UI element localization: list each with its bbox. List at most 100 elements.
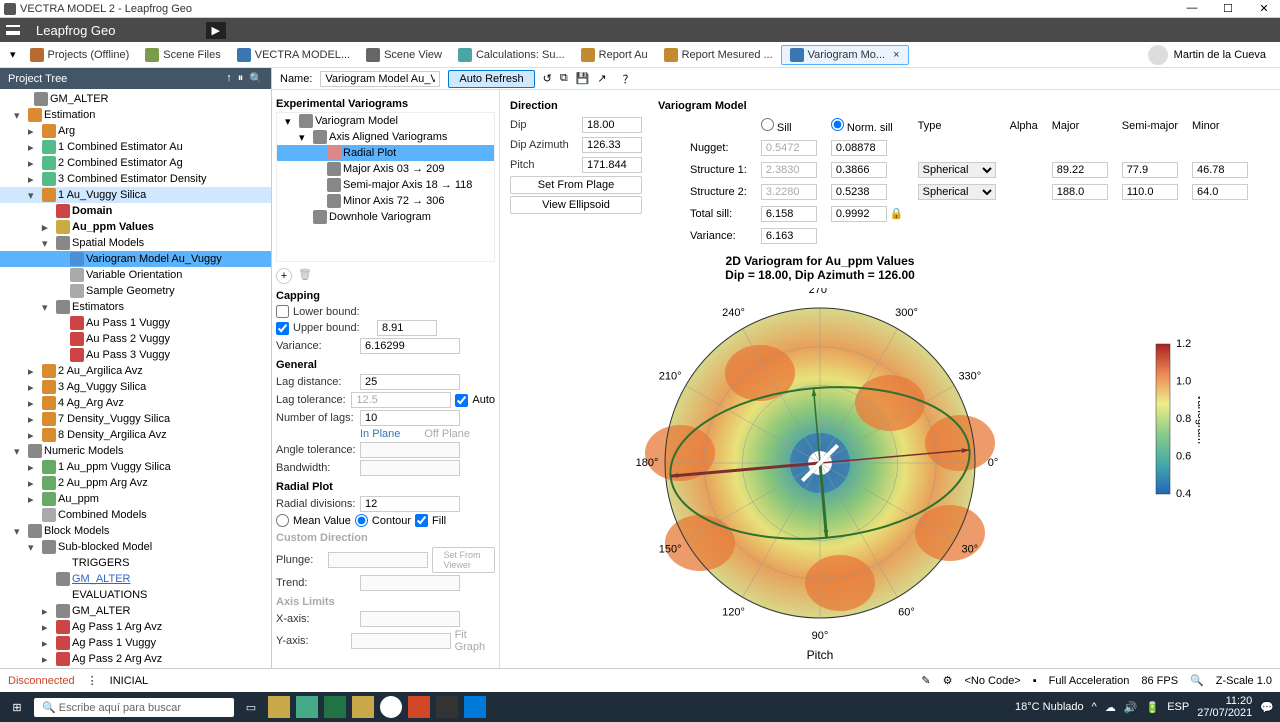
tree-item[interactable]: ▸1 Combined Estimator Au (0, 139, 271, 155)
tree-item[interactable]: Variable Orientation (0, 267, 271, 283)
auto-check[interactable] (455, 394, 468, 407)
tree-item[interactable]: ▾Block Models (0, 523, 271, 539)
num-lags-input[interactable] (360, 410, 460, 426)
delete-icon[interactable]: 🗑 (298, 268, 312, 284)
contour-radio[interactable] (355, 514, 368, 527)
tree-item[interactable]: ▾1 Au_Vuggy Silica (0, 187, 271, 203)
subtree-item[interactable]: Major Axis 03 → 209 (277, 161, 494, 177)
tree-item[interactable]: GM_ALTER (0, 91, 271, 107)
powerpoint-icon[interactable] (408, 696, 430, 718)
tree-item[interactable]: ▸Au_ppm Values (0, 219, 271, 235)
tree-item[interactable]: Au Pass 1 Vuggy (0, 315, 271, 331)
tree-item[interactable]: ▸4 Ag_Arg Avz (0, 395, 271, 411)
upper-bound-check[interactable] (276, 322, 289, 335)
tree-item[interactable]: EVALUATIONS (0, 587, 271, 603)
tree-item[interactable]: ▾Sub-blocked Model (0, 539, 271, 555)
subtree-item[interactable]: Downhole Variogram (277, 209, 494, 225)
menu-icon[interactable] (6, 25, 20, 35)
dip-az-input[interactable] (582, 137, 642, 153)
tree-item[interactable]: Domain (0, 203, 271, 219)
settings-icon[interactable] (464, 696, 486, 718)
tab-report-au[interactable]: Report Au (573, 45, 656, 65)
task-view-icon[interactable]: ▭ (240, 696, 262, 718)
tree-item[interactable]: Au Pass 3 Vuggy (0, 347, 271, 363)
weather[interactable]: 18°C Nublado (1015, 701, 1084, 713)
tree-item[interactable]: ▸7 Density_Vuggy Silica (0, 411, 271, 427)
export-icon[interactable]: ↗ (597, 72, 606, 85)
meanvalue-radio[interactable] (276, 514, 289, 527)
tab-vectra-model-[interactable]: VECTRA MODEL... (229, 45, 358, 65)
up-icon[interactable]: ↑ (226, 72, 232, 85)
tab-projects-offline-[interactable]: Projects (Offline) (22, 45, 138, 65)
save-icon[interactable]: 💾 (576, 72, 590, 85)
folder-icon[interactable] (352, 696, 374, 718)
project-tree[interactable]: GM_ALTER▾Estimation▸Arg▸1 Combined Estim… (0, 89, 271, 668)
offplane-tab[interactable]: Off Plane (424, 428, 470, 440)
fill-check[interactable] (415, 514, 428, 527)
variogram-subtree[interactable]: ▾Variogram Model▾Axis Aligned Variograms… (276, 112, 495, 262)
tab-scene-files[interactable]: Scene Files (137, 45, 228, 65)
autorefresh-button[interactable]: Auto Refresh (448, 70, 534, 88)
tab-scene-view[interactable]: Scene View (358, 45, 450, 65)
tree-item[interactable]: ▸3 Combined Estimator Density (0, 171, 271, 187)
tree-item[interactable]: ▾Numeric Models (0, 443, 271, 459)
tree-item[interactable]: ▸Arg (0, 123, 271, 139)
upper-bound-input[interactable] (377, 320, 437, 336)
maximize-button[interactable]: ☐ (1216, 2, 1240, 15)
app-icon-2[interactable] (436, 696, 458, 718)
subtree-item[interactable]: ▾Axis Aligned Variograms (277, 129, 494, 145)
radial-div-input[interactable] (360, 496, 460, 512)
dip-input[interactable] (582, 117, 642, 133)
undo-icon[interactable]: ↺ (543, 72, 552, 85)
tree-item[interactable]: ▸Ag Pass 1 Vuggy (0, 635, 271, 651)
tree-item[interactable]: Variogram Model Au_Vuggy (0, 251, 271, 267)
add-icon[interactable]: + (276, 268, 292, 284)
name-input[interactable] (320, 71, 440, 87)
tree-item[interactable]: ▸3 Ag_Vuggy Silica (0, 379, 271, 395)
minimize-button[interactable]: — (1180, 2, 1204, 15)
app-icon-1[interactable] (296, 696, 318, 718)
tree-item[interactable]: Combined Models (0, 507, 271, 523)
subtree-item[interactable]: Radial Plot (277, 145, 494, 161)
tree-item[interactable]: ▸Ag Pass 2 Arg Avz (0, 651, 271, 667)
lag-distance-input[interactable] (360, 374, 460, 390)
copy-icon[interactable]: ⧉ (560, 72, 568, 85)
tree-item[interactable]: ▸Ag Pass 1 Arg Avz (0, 619, 271, 635)
start-button[interactable]: ⊞ (6, 696, 28, 718)
excel-icon[interactable] (324, 696, 346, 718)
tree-item[interactable]: ▾Estimation (0, 107, 271, 123)
tree-item[interactable]: ▸2 Au_ppm Arg Avz (0, 475, 271, 491)
tree-item[interactable]: Au Pass 2 Vuggy (0, 331, 271, 347)
tree-item[interactable]: ▾Estimators (0, 299, 271, 315)
set-from-plage-button[interactable]: Set From Plage (510, 176, 642, 194)
view-ellipsoid-button[interactable]: View Ellipsoid (510, 196, 642, 214)
user-badge[interactable]: Martin de la Cueva (1138, 45, 1276, 65)
tree-item[interactable]: ▸2 Combined Estimator Ag (0, 155, 271, 171)
lower-bound-check[interactable] (276, 305, 289, 318)
inplane-tab[interactable]: In Plane (360, 428, 400, 440)
tree-item[interactable]: GM_ALTER (0, 571, 271, 587)
pause-icon[interactable]: ⏸ (238, 72, 244, 85)
close-button[interactable]: ✕ (1252, 2, 1276, 15)
tree-item[interactable]: ▸GM_ALTER (0, 603, 271, 619)
tree-item[interactable]: ▸8 Density_Argilica Avz (0, 427, 271, 443)
tab-variogram-mo-[interactable]: Variogram Mo...× (781, 45, 909, 65)
tree-item[interactable]: ▸2 Au_Argilica Avz (0, 363, 271, 379)
play-button[interactable]: ▶ (206, 22, 226, 39)
tree-item[interactable]: TRIGGERS (0, 555, 271, 571)
tab-calculations-su-[interactable]: Calculations: Su... (450, 45, 573, 65)
tree-item[interactable]: ▸Au_ppm (0, 491, 271, 507)
explorer-icon[interactable] (268, 696, 290, 718)
pitch-input[interactable] (582, 157, 642, 173)
tree-item[interactable]: ▾Spatial Models (0, 235, 271, 251)
chrome-icon[interactable] (380, 696, 402, 718)
variance-input[interactable] (360, 338, 460, 354)
search-icon[interactable]: 🔍 (249, 72, 263, 85)
subtree-item[interactable]: ▾Variogram Model (277, 113, 494, 129)
help-icon[interactable]: ？ (623, 71, 634, 87)
lang[interactable]: ESP (1167, 701, 1189, 713)
taskbar-search[interactable]: 🔍 Escribe aquí para buscar (34, 698, 234, 717)
tab-report-mesured-[interactable]: Report Mesured ... (656, 45, 781, 65)
dropdown-icon[interactable]: ▾ (4, 46, 22, 63)
subtree-item[interactable]: Minor Axis 72 → 306 (277, 193, 494, 209)
